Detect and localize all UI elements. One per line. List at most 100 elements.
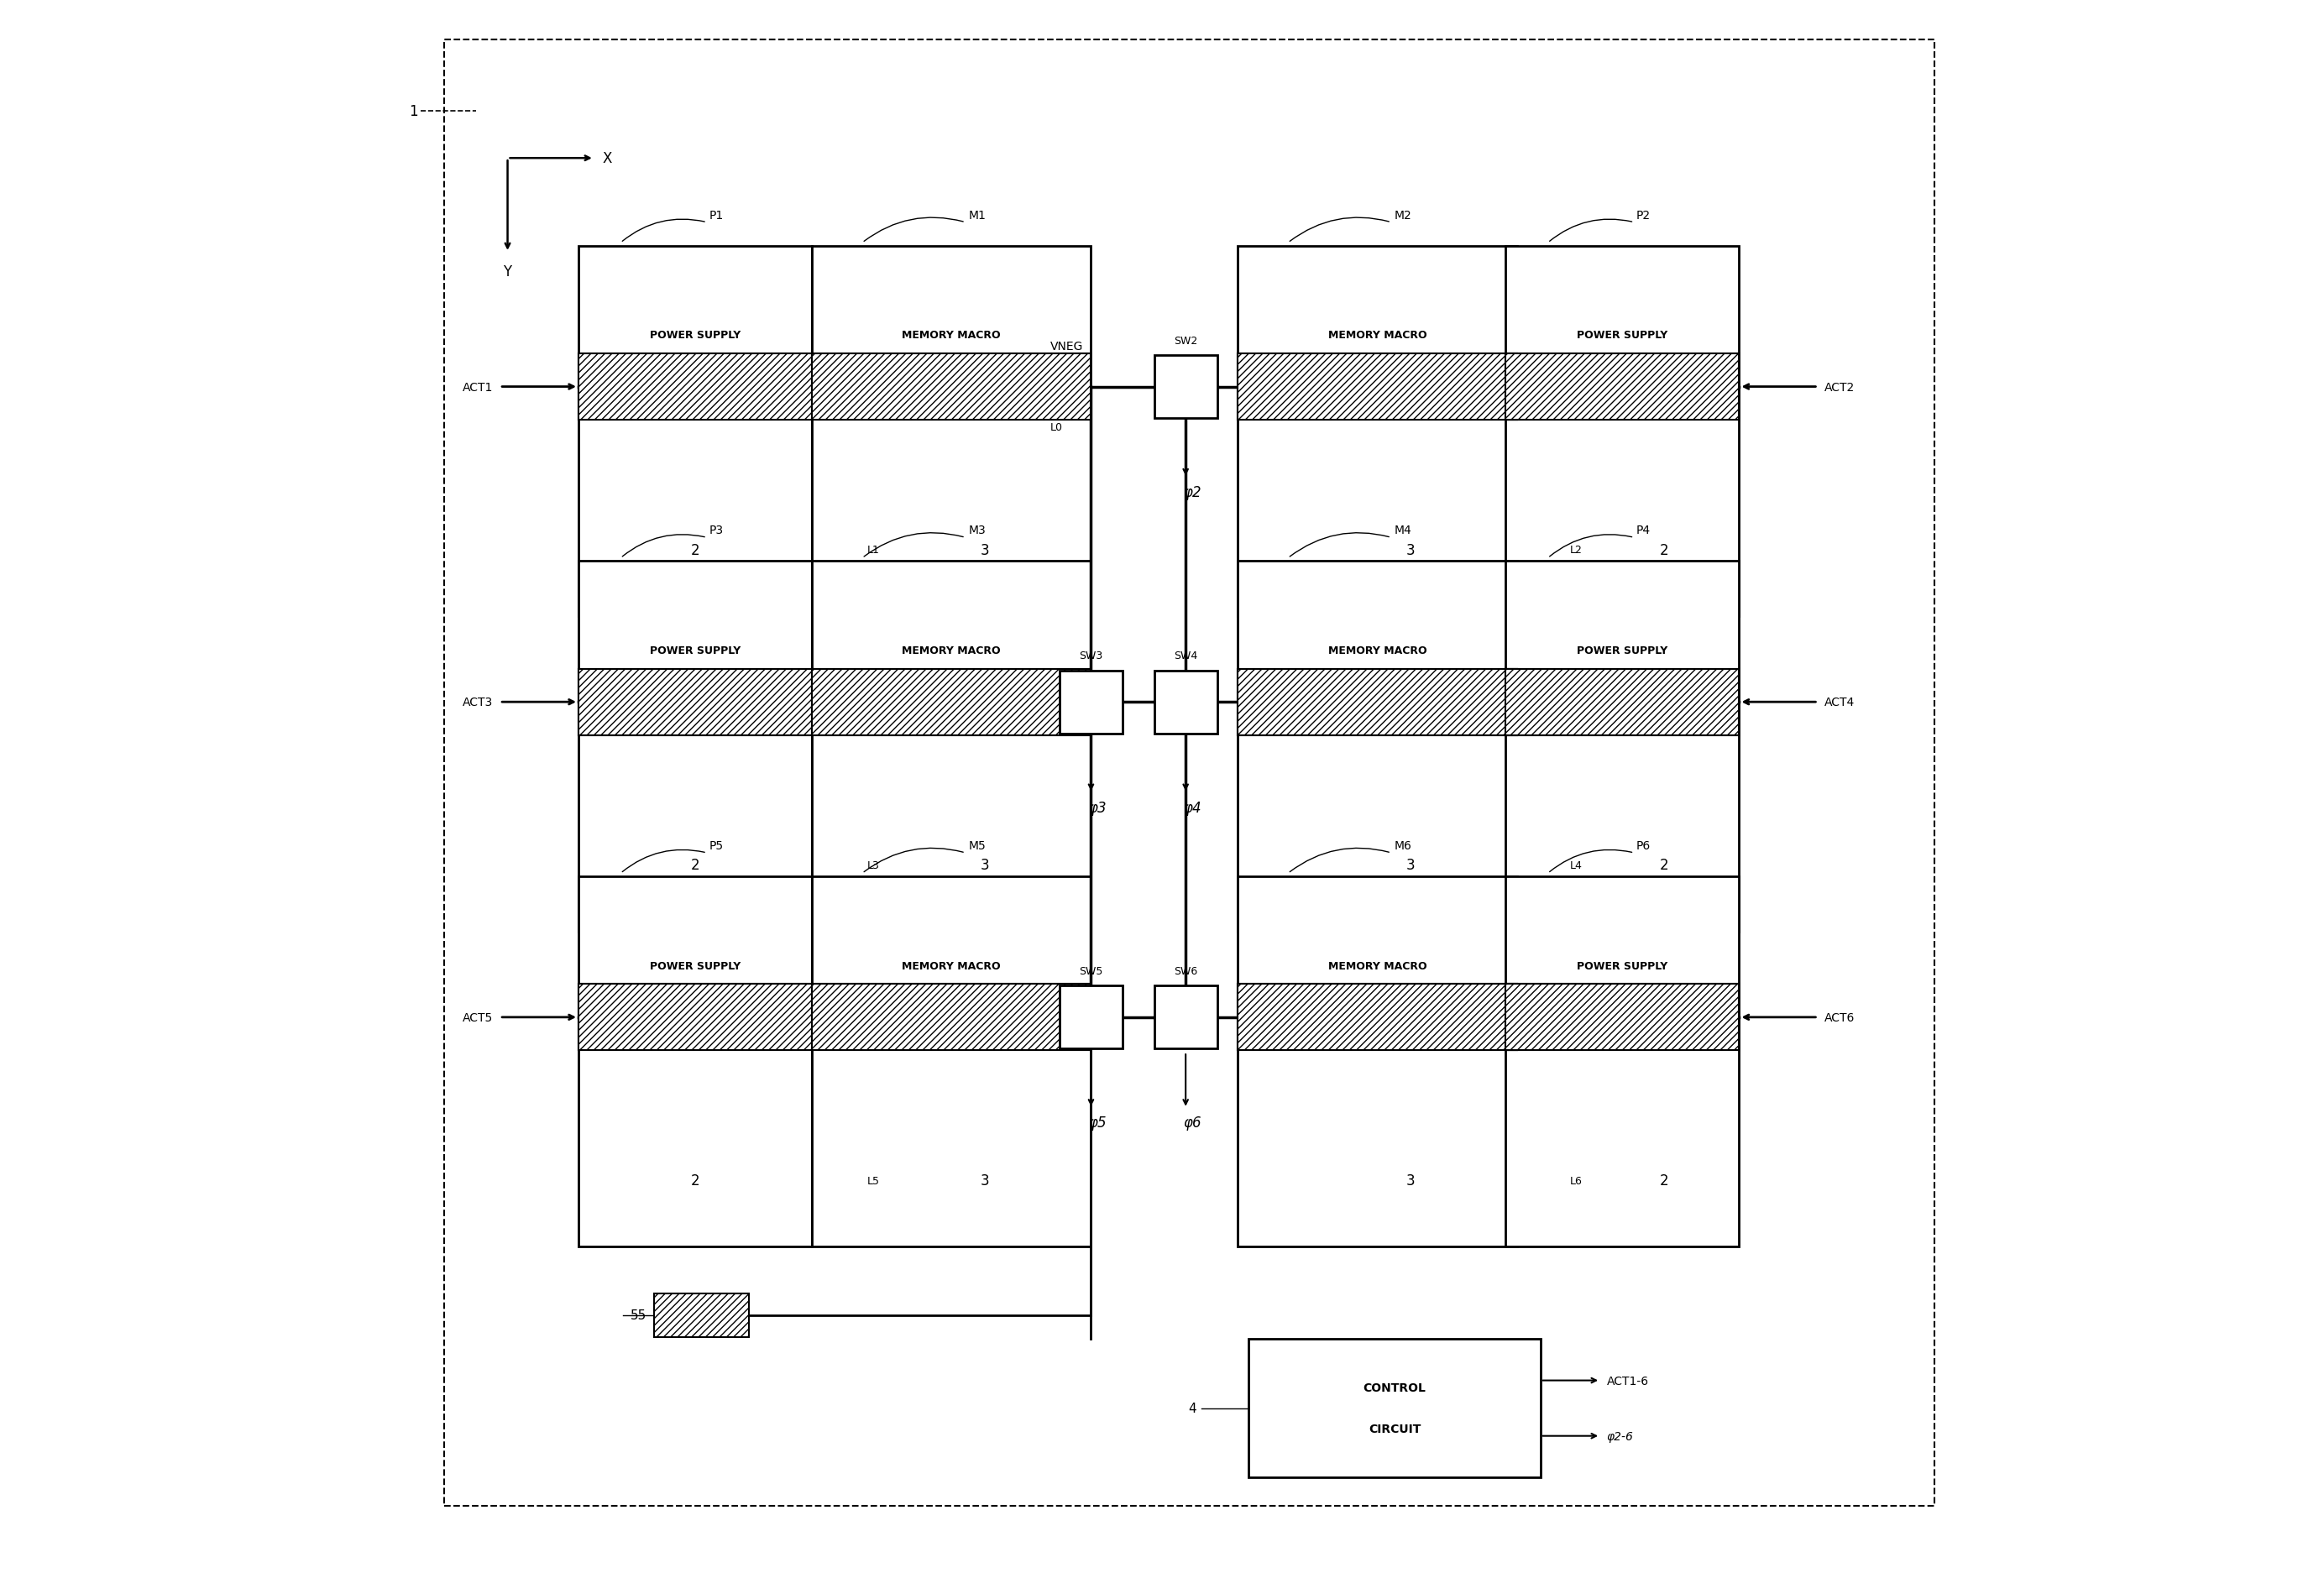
Bar bbox=[1155, 986, 1218, 1049]
Bar bbox=[1060, 986, 1122, 1049]
Bar bbox=[1239, 562, 1518, 933]
Text: MEMORY MACRO: MEMORY MACRO bbox=[1327, 645, 1427, 656]
Text: ACT5: ACT5 bbox=[462, 1011, 493, 1024]
Bar bbox=[579, 353, 811, 420]
Bar bbox=[579, 877, 811, 1247]
Text: M3: M3 bbox=[969, 524, 985, 537]
Bar bbox=[655, 1294, 748, 1337]
Text: POWER SUPPLY: POWER SUPPLY bbox=[1578, 645, 1669, 656]
Text: MEMORY MACRO: MEMORY MACRO bbox=[1327, 330, 1427, 341]
Text: CONTROL: CONTROL bbox=[1364, 1382, 1427, 1393]
Bar bbox=[579, 246, 811, 617]
Text: ACT4: ACT4 bbox=[1824, 696, 1855, 709]
Text: ACT6: ACT6 bbox=[1824, 1011, 1855, 1024]
Bar bbox=[1506, 985, 1738, 1051]
Text: ACT2: ACT2 bbox=[1824, 382, 1855, 393]
Text: ACT1: ACT1 bbox=[462, 382, 493, 393]
Text: L2: L2 bbox=[1569, 544, 1583, 555]
Text: M6: M6 bbox=[1394, 839, 1411, 852]
Text: 1: 1 bbox=[409, 104, 418, 118]
Text: L1: L1 bbox=[867, 544, 878, 555]
Bar bbox=[1506, 353, 1738, 420]
Text: L4: L4 bbox=[1569, 860, 1583, 871]
Bar bbox=[1060, 671, 1122, 734]
Text: φ2: φ2 bbox=[1183, 484, 1202, 500]
Text: L5: L5 bbox=[867, 1176, 878, 1185]
Text: CIRCUIT: CIRCUIT bbox=[1369, 1423, 1420, 1434]
Bar bbox=[1506, 562, 1738, 933]
Bar bbox=[1239, 353, 1518, 420]
Text: 3: 3 bbox=[1406, 858, 1415, 873]
Text: MEMORY MACRO: MEMORY MACRO bbox=[902, 645, 1002, 656]
Bar bbox=[811, 669, 1090, 735]
Text: P2: P2 bbox=[1636, 210, 1650, 221]
Bar bbox=[1155, 355, 1218, 418]
Text: M5: M5 bbox=[969, 839, 985, 852]
Text: ACT3: ACT3 bbox=[462, 696, 493, 709]
Text: P5: P5 bbox=[709, 839, 723, 852]
Bar bbox=[579, 562, 811, 933]
Bar bbox=[1506, 246, 1738, 617]
Text: CIRCUIT UNIT: CIRCUIT UNIT bbox=[1583, 382, 1662, 393]
Text: P3: P3 bbox=[709, 524, 723, 537]
Bar bbox=[811, 985, 1090, 1051]
Text: 2: 2 bbox=[690, 858, 700, 873]
Text: L0: L0 bbox=[1050, 421, 1062, 432]
Text: CIRCUIT UNIT: CIRCUIT UNIT bbox=[655, 697, 734, 709]
Bar bbox=[811, 669, 1090, 735]
Text: MEMORY MACRO: MEMORY MACRO bbox=[1327, 959, 1427, 970]
Text: 2: 2 bbox=[1659, 858, 1669, 873]
Text: MEMORY MACRO: MEMORY MACRO bbox=[902, 959, 1002, 970]
Text: M4: M4 bbox=[1394, 524, 1411, 537]
Bar bbox=[579, 669, 811, 735]
Bar bbox=[1155, 671, 1218, 734]
Text: POWER SUPPLY: POWER SUPPLY bbox=[1578, 330, 1669, 341]
Text: M1: M1 bbox=[969, 210, 985, 221]
Text: 2: 2 bbox=[1659, 543, 1669, 557]
Text: 2: 2 bbox=[1659, 1172, 1669, 1188]
Bar bbox=[1506, 669, 1738, 735]
Bar bbox=[1506, 669, 1738, 735]
Text: 3: 3 bbox=[981, 858, 990, 873]
Text: 3: 3 bbox=[981, 543, 990, 557]
Text: P4: P4 bbox=[1636, 524, 1650, 537]
Text: 2: 2 bbox=[690, 543, 700, 557]
Bar bbox=[1239, 353, 1518, 420]
Text: SW6: SW6 bbox=[1174, 966, 1197, 977]
Text: CIRCUIT UNIT: CIRCUIT UNIT bbox=[655, 1011, 734, 1023]
Text: SW5: SW5 bbox=[1078, 966, 1104, 977]
Bar bbox=[811, 877, 1090, 1247]
Text: 2: 2 bbox=[690, 1172, 700, 1188]
Bar bbox=[579, 985, 811, 1051]
Text: φ5: φ5 bbox=[1088, 1116, 1106, 1130]
Text: SW2: SW2 bbox=[1174, 336, 1197, 346]
Bar bbox=[1506, 353, 1738, 420]
Bar bbox=[1239, 669, 1518, 735]
Bar bbox=[1248, 1338, 1541, 1477]
Text: SW4: SW4 bbox=[1174, 650, 1197, 661]
Text: L6: L6 bbox=[1569, 1176, 1583, 1185]
Bar bbox=[1239, 985, 1518, 1051]
Text: CIRCUIT UNIT: CIRCUIT UNIT bbox=[1583, 697, 1662, 709]
Bar bbox=[579, 669, 811, 735]
Text: φ6: φ6 bbox=[1183, 1116, 1202, 1130]
Bar bbox=[811, 562, 1090, 933]
Bar bbox=[811, 246, 1090, 617]
Bar bbox=[1239, 985, 1518, 1051]
Text: φ2-6: φ2-6 bbox=[1606, 1430, 1634, 1442]
Bar bbox=[811, 353, 1090, 420]
Bar bbox=[1239, 246, 1518, 617]
Text: ACT1-6: ACT1-6 bbox=[1606, 1374, 1648, 1387]
Text: 3: 3 bbox=[1406, 543, 1415, 557]
Bar bbox=[811, 985, 1090, 1051]
Text: POWER SUPPLY: POWER SUPPLY bbox=[651, 330, 741, 341]
Bar bbox=[579, 985, 811, 1051]
Bar bbox=[1239, 669, 1518, 735]
Text: φ3: φ3 bbox=[1088, 800, 1106, 816]
Text: L3: L3 bbox=[867, 860, 878, 871]
Text: Y: Y bbox=[504, 264, 511, 279]
Bar bbox=[1239, 877, 1518, 1247]
Text: P1: P1 bbox=[709, 210, 723, 221]
Text: CIRCUIT UNIT: CIRCUIT UNIT bbox=[1583, 1011, 1662, 1023]
Text: P6: P6 bbox=[1636, 839, 1650, 852]
